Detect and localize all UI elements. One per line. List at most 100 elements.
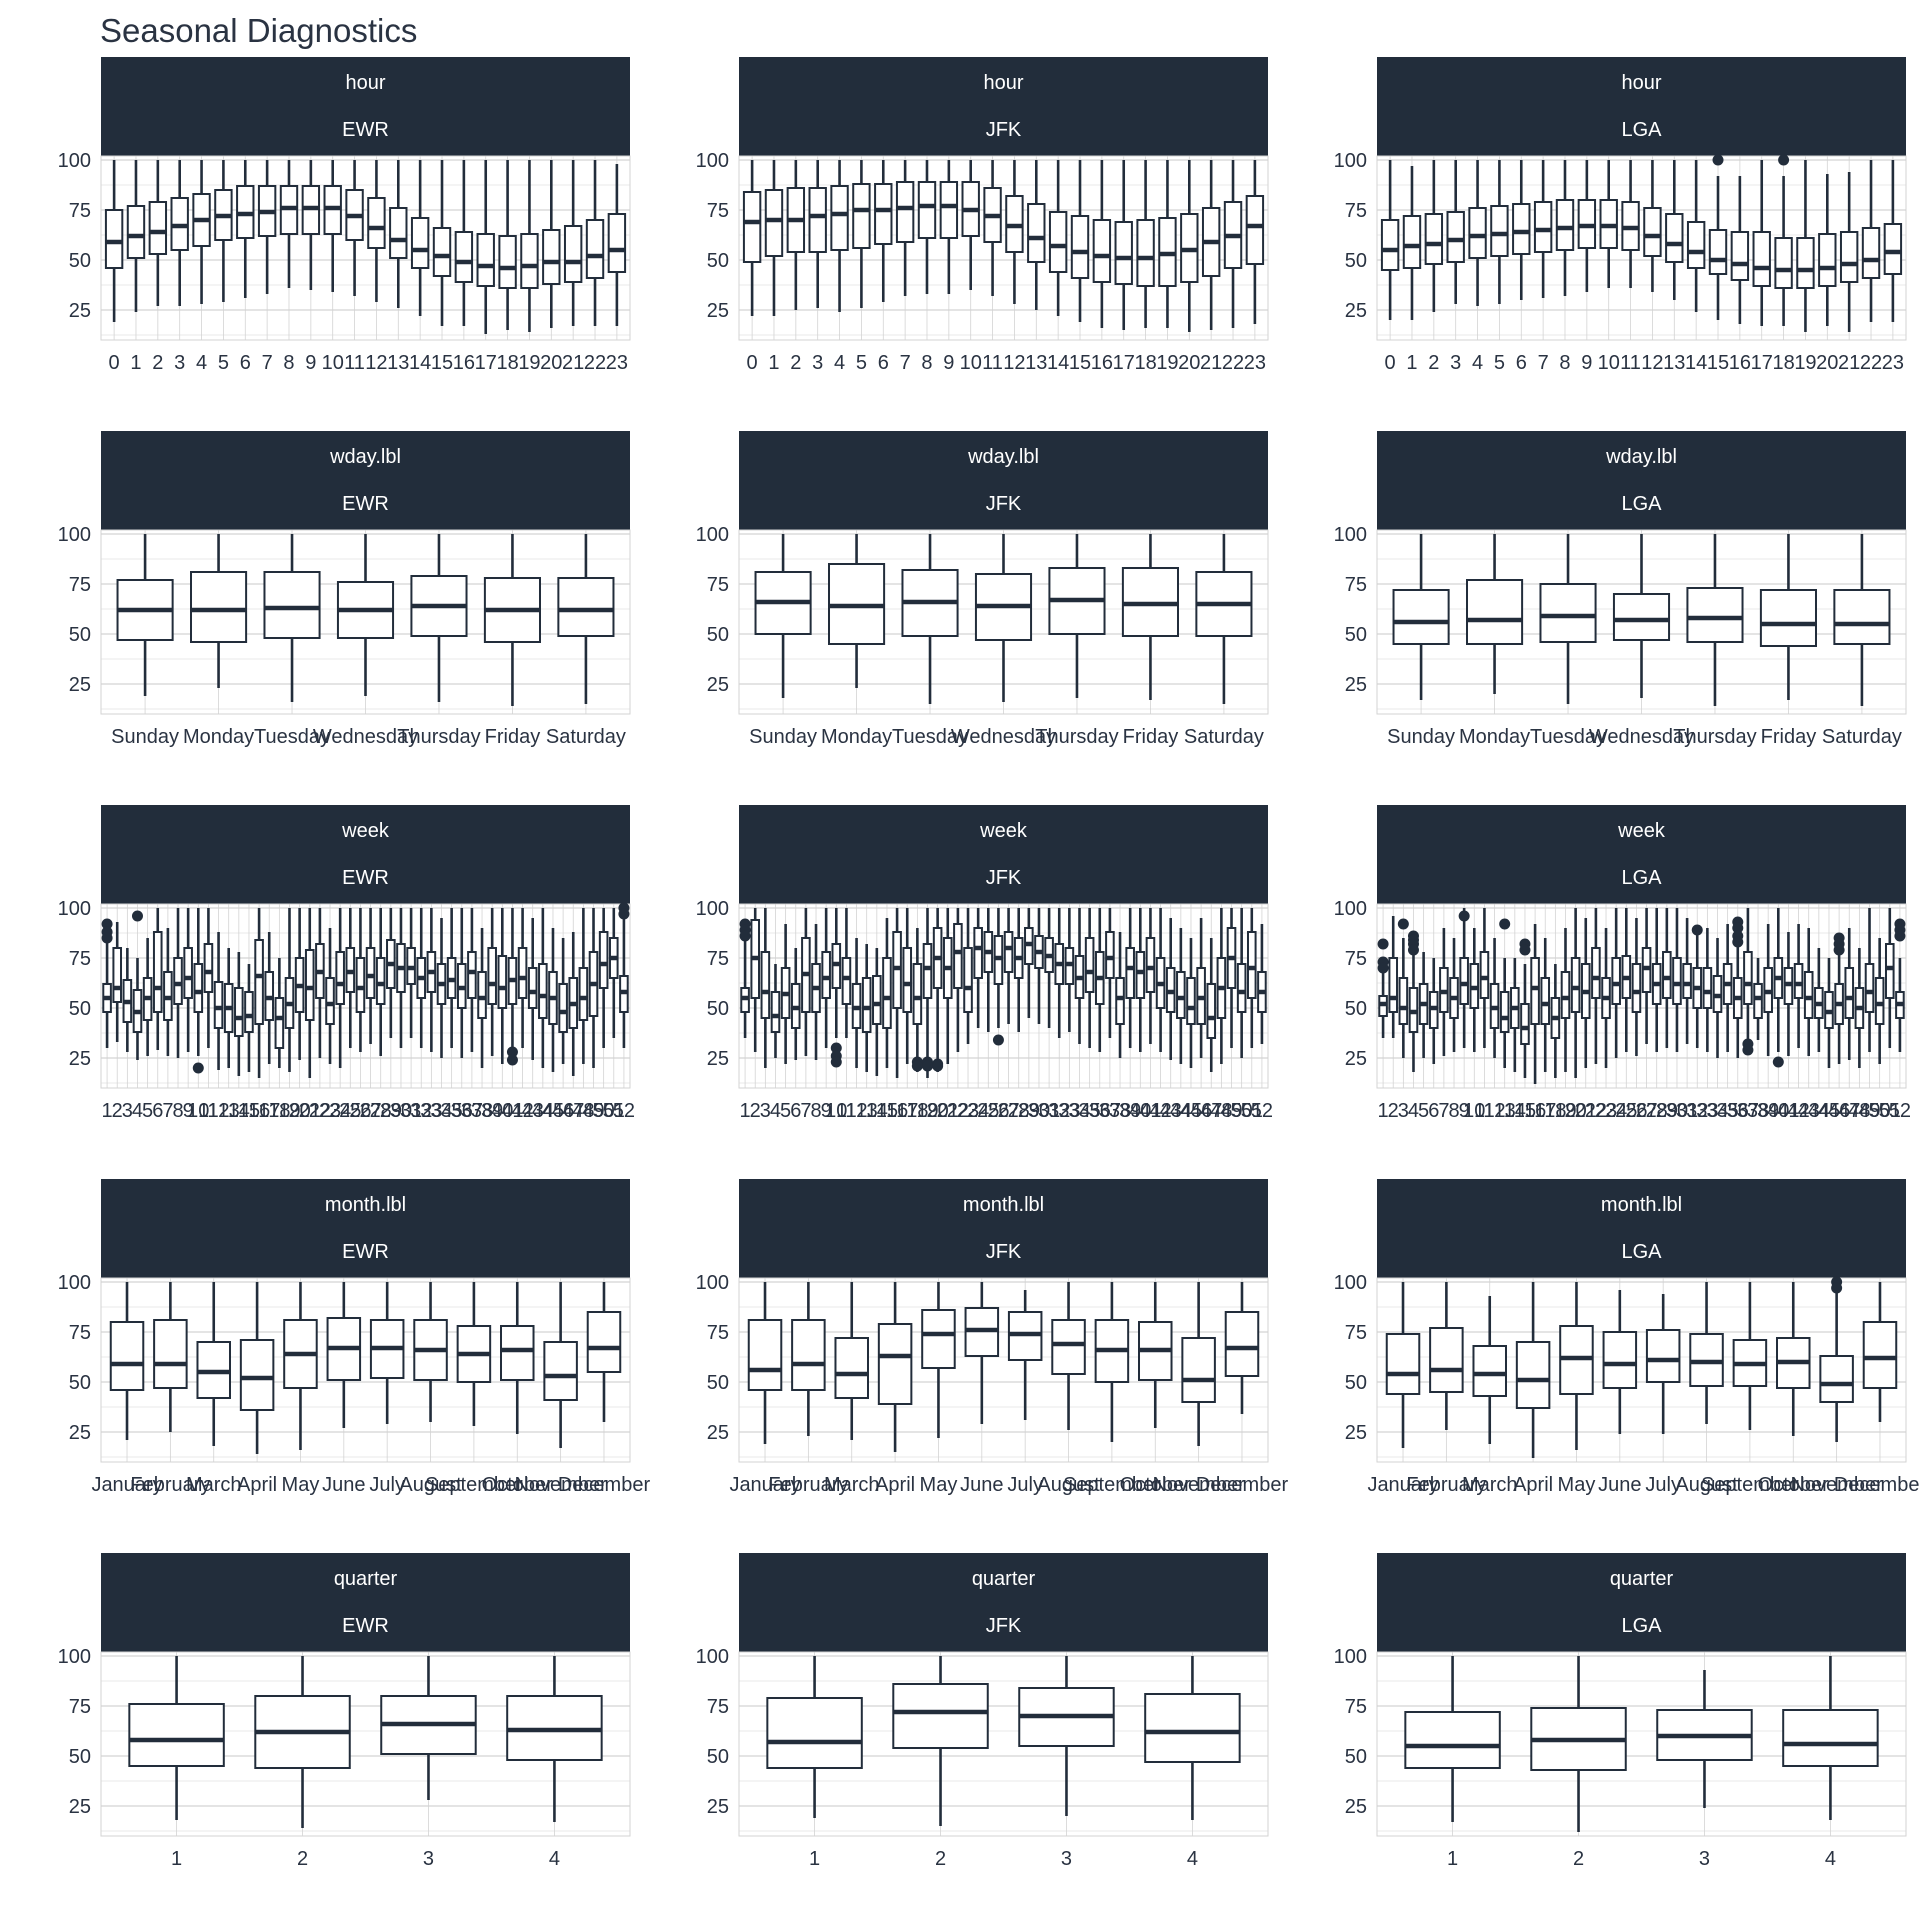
box-15 (1070, 160, 1090, 322)
x-tick-label: 2 (790, 352, 801, 374)
box-21 (1839, 172, 1859, 332)
box-iqr (432, 227, 452, 277)
box-Thursday (1686, 534, 1744, 706)
box-Wednesday (336, 534, 395, 696)
box-18 (1550, 964, 1561, 1078)
box-9 (1577, 160, 1597, 292)
box-19 (284, 908, 295, 1072)
box-16 (1530, 924, 1540, 1084)
box-4 (770, 964, 781, 1058)
x-tick-label: January (729, 1474, 800, 1496)
x-tick-label: 8 (172, 1100, 183, 1122)
box-iqr (1459, 957, 1469, 1005)
x-tick-label: 27 (1635, 1100, 1657, 1122)
box-25 (345, 908, 356, 1048)
x-tick-label: Saturday (546, 726, 626, 748)
facet-variable-label: quarter (334, 1568, 398, 1590)
box-iqr (1520, 1003, 1530, 1045)
x-tick-label: 14 (1685, 352, 1707, 374)
x-tick-label: 3 (1398, 1100, 1409, 1122)
facet-location-label: LGA (1621, 493, 1662, 515)
box-9 (939, 160, 959, 294)
box-iqr (148, 201, 168, 255)
box-1 (1378, 972, 1388, 1038)
box-iqr (1135, 951, 1146, 999)
x-tick-label: 34 (430, 1100, 452, 1122)
x-tick-label: February (1406, 1474, 1486, 1496)
x-tick-label: 25 (1615, 1100, 1637, 1122)
x-tick-label: 3 (174, 352, 185, 374)
box-iqr (193, 963, 204, 1013)
box-iqr (922, 943, 933, 999)
x-tick-label: May (1558, 1474, 1596, 1496)
box-November (1181, 1282, 1216, 1446)
box-6 (790, 948, 801, 1060)
x-tick-label: 22 (1222, 352, 1244, 374)
facet-variable-label: hour (1621, 72, 1661, 94)
x-tick-label: 23 (1882, 352, 1904, 374)
box-1 (1402, 166, 1422, 320)
x-tick-label: June (1598, 1474, 1641, 1496)
box-iqr (1612, 593, 1671, 641)
outlier-point (1894, 930, 1906, 942)
y-tick-label: 100 (696, 898, 729, 920)
box-39 (1763, 924, 1773, 1056)
x-tick-label: 5 (218, 352, 229, 374)
box-Friday (483, 534, 541, 706)
box-iqr (1631, 963, 1642, 1013)
box-11 (345, 160, 364, 296)
outlier-point (830, 1056, 842, 1068)
y-tick-label: 25 (707, 1048, 729, 1070)
x-tick-label: 6 (790, 1100, 801, 1122)
facet-location-label: EWR (342, 493, 389, 515)
box-14 (1510, 958, 1520, 1072)
x-tick-label: October (1758, 1474, 1829, 1496)
x-tick-label: April (875, 1474, 915, 1496)
box-iqr (1003, 931, 1014, 973)
x-tick-label: 17 (1534, 1100, 1556, 1122)
box-10 (323, 160, 342, 292)
facet-location-label: EWR (342, 1615, 389, 1637)
box-26 (355, 908, 366, 1052)
box-iqr (1533, 201, 1553, 253)
box-18 (498, 160, 517, 330)
box-18 (1136, 160, 1155, 328)
x-tick-label: 2 (935, 1848, 946, 1870)
box-iqr (861, 977, 872, 1033)
x-tick-label: 20 (1565, 1100, 1587, 1122)
box-iqr (1686, 587, 1744, 643)
x-tick-label: 21 (937, 1100, 959, 1122)
x-tick-label: 11 (1620, 352, 1641, 374)
outlier-point (1833, 944, 1845, 956)
box-iqr (1686, 221, 1706, 269)
y-tick-label: 75 (69, 1696, 91, 1718)
box-iqr (1708, 229, 1728, 275)
box-9 (183, 908, 193, 1052)
box-November (1819, 1292, 1854, 1442)
y-tick-label: 25 (707, 674, 729, 696)
x-tick-label: 36 (451, 1100, 473, 1122)
x-tick-label: 11 (198, 1100, 219, 1122)
box-iqr (808, 187, 827, 253)
x-tick-label: 34 (1706, 1100, 1728, 1122)
x-tick-label: 14 (228, 1100, 250, 1122)
outlier-point (1458, 910, 1470, 922)
facet-strip (739, 431, 1268, 530)
box-iqr (1105, 931, 1115, 979)
y-tick-label: 50 (1345, 624, 1367, 646)
x-tick-label: 35 (1717, 1100, 1739, 1122)
box-51 (608, 908, 619, 1038)
box-iqr (1136, 219, 1155, 287)
box-3 (380, 1656, 477, 1800)
facet-location-label: JFK (986, 119, 1022, 141)
box-iqr (1793, 963, 1804, 999)
x-tick-label: 22 (1585, 1100, 1607, 1122)
box-8 (1449, 938, 1459, 1052)
box-iqr (1115, 977, 1125, 1025)
x-tick-label: July (1007, 1474, 1043, 1496)
box-32 (1692, 932, 1703, 1048)
box-6 (874, 160, 893, 302)
box-4 (830, 160, 849, 312)
y-tick-label: 100 (58, 1646, 91, 1668)
y-tick-label: 100 (696, 1272, 729, 1294)
